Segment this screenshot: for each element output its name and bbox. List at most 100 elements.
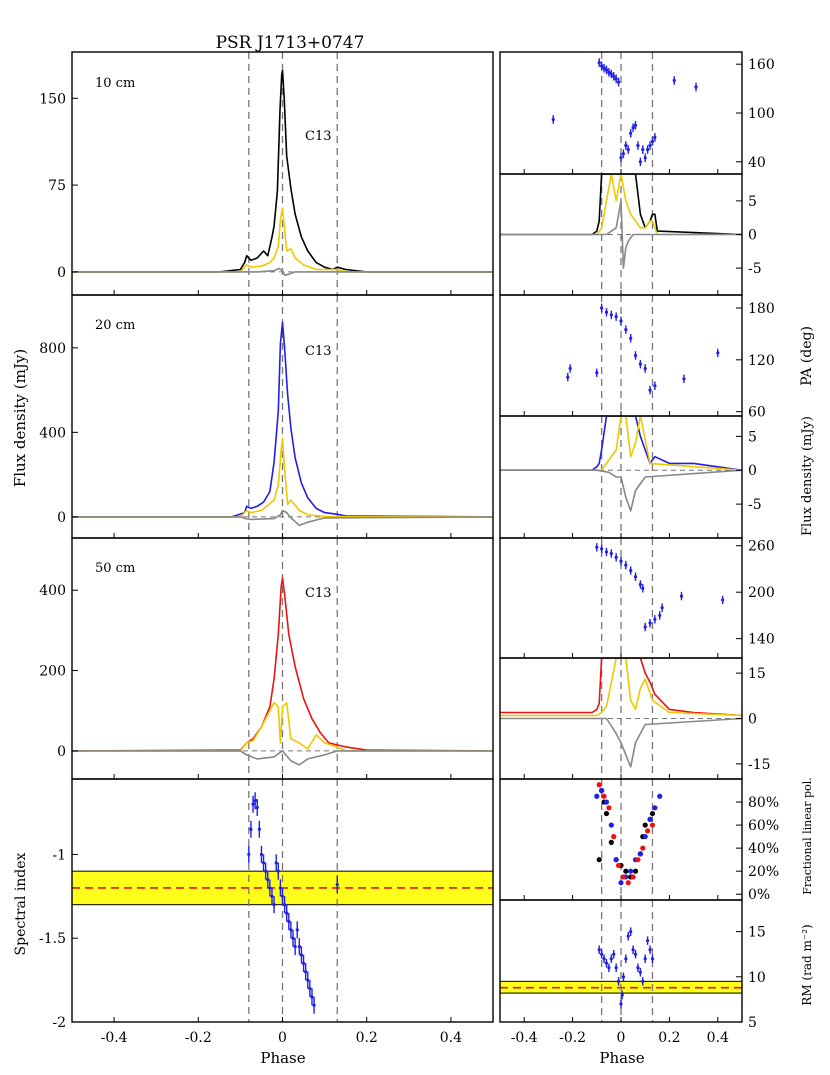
pa_10cm-point-16	[633, 123, 638, 127]
profile_10cm-ytick-label-1: 75	[48, 178, 66, 194]
rotation_measure-point-2	[602, 957, 606, 961]
stokes-ylabel: Flux density (mJy)	[800, 416, 815, 536]
spectral_index-point-10	[268, 886, 272, 890]
pa_10cm-point-8	[614, 77, 618, 81]
stokes_10cm-series-1	[500, 174, 742, 236]
stokes_20cm-series-1	[500, 416, 742, 472]
rotation_measure-point-9	[619, 1002, 623, 1006]
stokes_10cm-ytick-label-2: 5	[748, 194, 757, 210]
rotation_measure-xtick-label-1: -0.2	[559, 1030, 586, 1046]
profile_20cm-series-1	[72, 437, 493, 518]
fractional_linear_pol-point-2-3	[611, 834, 617, 840]
pa_10cm-point-12	[624, 143, 628, 148]
fractional_linear_pol-point-0-14	[649, 810, 656, 817]
pa_50cm-ytick-label-1: 200	[748, 585, 775, 601]
pa_50cm-point-15	[660, 606, 664, 610]
pa_20cm-point-2	[595, 371, 599, 375]
figure-labels: PSR J1713+0747 Phase Phase Flux density …	[11, 33, 815, 1067]
fractional_linear_pol-point-0-9	[632, 868, 639, 874]
pa_20cm-point-10	[633, 353, 638, 358]
chart-marks	[72, 58, 742, 1014]
spectral_index-point-9	[266, 877, 270, 882]
spectral_index-point-32	[335, 882, 339, 887]
spectral_index-point-19	[287, 919, 291, 924]
pa_20cm-point-7	[619, 319, 623, 323]
spectral_index-point-6	[259, 852, 264, 857]
pa_10cm-ytick-label-0: 40	[748, 155, 766, 171]
pa_10cm-point-1	[597, 60, 601, 65]
pa_10cm-point-7	[612, 74, 616, 78]
pa_10cm-point-24	[653, 135, 657, 139]
pa_10cm-point-15	[631, 126, 635, 130]
band-label-20cm: 20 cm	[95, 318, 135, 333]
fractional_linear_pol-ytick-label-3: 60%	[748, 818, 779, 834]
pa_50cm-point-8	[633, 575, 638, 579]
profile_10cm-series-2	[72, 267, 493, 277]
profile_20cm-series-0	[72, 321, 493, 518]
spectral_index-point-1	[249, 827, 253, 831]
pa_10cm-point-5	[607, 70, 611, 74]
rotation_measure-point-12	[624, 957, 628, 961]
spectral_index-xtick-label-3: 0.2	[356, 1030, 378, 1046]
pa_50cm-point-11	[643, 625, 647, 629]
pa_10cm-point-17	[636, 143, 640, 148]
rotation_measure-point-18	[638, 970, 642, 974]
pa_10cm-point-13	[626, 148, 630, 152]
profile_10cm-ytick-label-2: 150	[39, 91, 66, 107]
fractional_linear_pol-point-0-7	[623, 868, 629, 874]
profile_20cm-ytick-label-0: 0	[57, 510, 66, 526]
pa_10cm-ytick-label-1: 100	[748, 106, 775, 122]
fractional_linear_pol-point-1-0	[594, 793, 600, 799]
x-axis-label-right: Phase	[599, 1049, 644, 1067]
stokes_20cm-ytick-label-2: 5	[748, 429, 757, 445]
fractional_linear_pol-point-0-4	[608, 839, 614, 845]
spectral_index-xtick-label-2: 0	[278, 1030, 287, 1046]
pa_20cm-point-14	[653, 384, 657, 388]
spectral_index-ytick-label-2: -2	[52, 1015, 66, 1031]
spectral_index-point-12	[272, 903, 276, 907]
stokes_50cm-series-0	[500, 658, 742, 717]
fractional_linear_pol-point-1-1	[599, 787, 605, 794]
fractional_linear_pol-ytick-label-1: 20%	[748, 864, 779, 880]
pa_20cm-point-0	[566, 375, 570, 379]
pa_20cm-point-9	[629, 336, 633, 340]
pa_50cm-point-17	[721, 598, 725, 602]
rotation_measure-xtick-label-0: -0.4	[511, 1030, 538, 1046]
pa_20cm-point-16	[716, 351, 720, 355]
pa_20cm-ytick-label-1: 120	[748, 353, 775, 369]
pa_20cm-point-11	[638, 362, 642, 366]
fractional_linear_pol-point-2-5	[620, 874, 627, 880]
rotation_measure-point-20	[643, 957, 647, 961]
spectral_index-xtick-label-4: 0.4	[440, 1030, 462, 1046]
pa_10cm-ytick-label-2: 160	[748, 57, 775, 73]
rotation_measure-point-22	[648, 948, 652, 952]
rotation_measure-point-11	[621, 975, 626, 979]
rotation_measure-point-14	[629, 930, 633, 934]
spectral_index-point-22	[293, 944, 297, 949]
pa_10cm-point-0	[551, 117, 555, 122]
pa_20cm-ytick-label-0: 60	[748, 405, 766, 421]
pa-ylabel: PA (deg)	[799, 326, 815, 386]
pa_50cm-point-7	[629, 568, 633, 573]
spectral_index-point-8	[264, 869, 268, 873]
spectral_index-point-25	[299, 953, 304, 957]
fractional_linear_pol-point-2-11	[649, 822, 656, 828]
spectral_index-xtick-label-0: -0.4	[101, 1030, 128, 1046]
pa_50cm-point-13	[653, 617, 657, 621]
spectral_index-point-20	[289, 928, 293, 932]
spectral_index-point-15	[278, 886, 282, 890]
fractional_linear_pol-ytick-label-2: 40%	[748, 841, 779, 857]
rotation_measure-point-21	[646, 939, 650, 943]
stokes_20cm-series-2	[500, 469, 742, 512]
pa_10cm-point-20	[643, 156, 647, 160]
rotation_measure-ytick-label-0: 5	[748, 1015, 757, 1031]
rotation_measure-point-4	[607, 966, 611, 970]
pa_10cm-point-4	[604, 68, 609, 72]
spectral_index-point-31	[312, 1003, 316, 1007]
fractional_linear_pol-ytick-label-4: 80%	[748, 795, 779, 811]
stokes_20cm-ytick-label-0: -5	[748, 497, 762, 513]
pa_20cm-point-3	[600, 306, 604, 310]
profile_20cm-ytick-label-1: 400	[39, 425, 66, 441]
pa_10cm-point-26	[694, 85, 698, 89]
component-label-10cm: C13	[305, 129, 332, 144]
